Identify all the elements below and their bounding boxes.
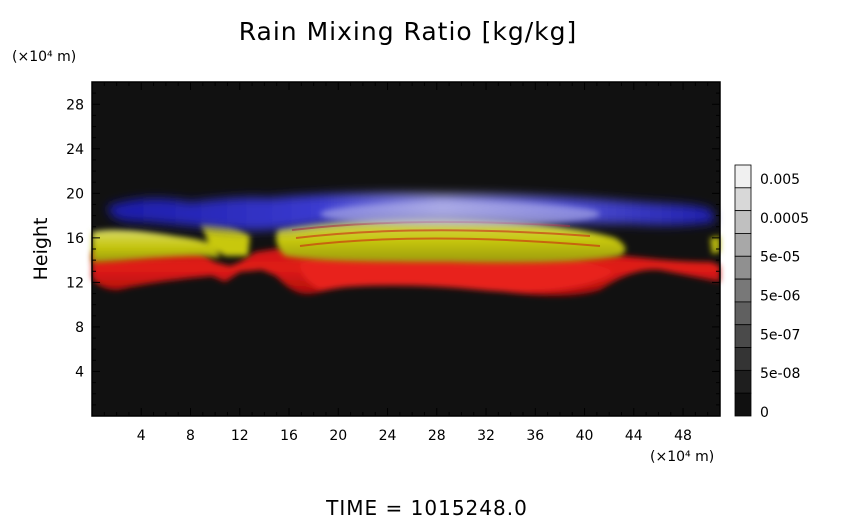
yellow-arc: [276, 216, 626, 263]
time-label: TIME = 1015248.0: [325, 496, 528, 519]
colorbar: 0.005 0.0005 5e-05 5e-06 5e-07 5e-08 0: [734, 164, 809, 421]
colorbar-swatch: [734, 324, 752, 348]
x-axis-unit: (×10⁴ m): [650, 449, 714, 465]
y-tick-label: 12: [66, 275, 84, 291]
y-axis-unit: (×10⁴ m): [12, 49, 76, 65]
y-axis-label: Height: [30, 218, 52, 281]
colorbar-label: 5e-08: [760, 366, 800, 382]
y-tick-label: 24: [66, 142, 84, 158]
colorbar-swatch: [734, 301, 752, 326]
chart-title: Rain Mixing Ratio [kg/kg]: [239, 17, 578, 46]
yellow-layer: [92, 229, 220, 262]
x-tick-label: 48: [674, 428, 692, 444]
x-tick-label: 12: [231, 428, 249, 444]
colorbar-label: 5e-06: [760, 289, 800, 305]
x-tick-label: 8: [186, 428, 195, 444]
colorbar-label: 5e-05: [760, 250, 800, 266]
x-tick-label: 24: [379, 428, 397, 444]
colorbar-label: 0.005: [760, 172, 800, 188]
colorbar-swatch: [734, 347, 752, 371]
y-tick-label: 16: [66, 231, 84, 247]
colorbar-swatch: [734, 187, 752, 212]
colorbar-swatch: [734, 392, 752, 417]
colorbar-swatch: [734, 164, 752, 189]
yellow-layer-left-bump: [200, 221, 250, 256]
x-tick-label: 16: [280, 428, 298, 444]
x-tick-label: 44: [625, 428, 643, 444]
colorbar-label: 0: [760, 405, 769, 421]
x-tick-label: 40: [576, 428, 594, 444]
x-axis: 4 8 12 16 20 24 28 32 36 40 44 48: [103, 82, 709, 444]
x-tick-label: 28: [428, 428, 446, 444]
colorbar-label: 0.0005: [760, 211, 809, 227]
blue-light-core: [320, 202, 600, 226]
x-tick-label: 4: [137, 428, 146, 444]
y-axis: 4 8 12 16 20 24 28: [66, 92, 720, 406]
colorbar-swatch: [734, 278, 752, 303]
rain-field: [92, 193, 720, 296]
y-tick-label: 4: [75, 364, 84, 380]
colorbar-label: 5e-07: [760, 327, 800, 343]
colorbar-swatch: [734, 233, 752, 257]
y-tick-label: 28: [66, 97, 84, 113]
colorbar-swatch: [734, 210, 752, 234]
y-tick-label: 8: [75, 320, 84, 336]
x-tick-label: 32: [477, 428, 495, 444]
y-tick-label: 20: [66, 186, 84, 202]
colorbar-swatch: [734, 369, 752, 394]
colorbar-swatch: [734, 255, 752, 280]
x-tick-label: 36: [526, 428, 544, 444]
x-tick-label: 20: [329, 428, 347, 444]
